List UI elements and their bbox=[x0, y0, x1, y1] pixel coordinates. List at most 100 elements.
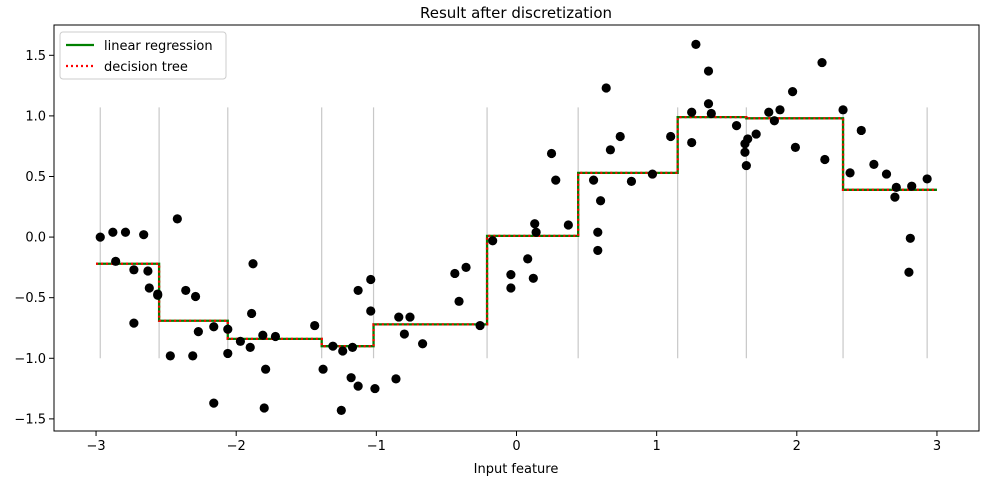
data-point-47 bbox=[454, 296, 464, 306]
data-point-76 bbox=[731, 120, 742, 131]
data-point-18 bbox=[209, 322, 219, 332]
data-point-79 bbox=[741, 160, 751, 171]
data-point-63 bbox=[595, 196, 606, 206]
data-point-98 bbox=[907, 181, 917, 191]
data-point-22 bbox=[245, 342, 255, 352]
decision-tree-line bbox=[96, 115, 937, 348]
data-point-71 bbox=[687, 107, 697, 117]
data-point-52 bbox=[506, 283, 516, 293]
data-point-54 bbox=[528, 273, 538, 283]
data-point-3 bbox=[120, 227, 131, 237]
data-point-68 bbox=[647, 169, 658, 179]
data-point-72 bbox=[691, 39, 701, 49]
data-point-73 bbox=[703, 99, 714, 109]
y-tick-label-6: 1.5 bbox=[25, 49, 46, 64]
y-tick-label-5: 1.0 bbox=[25, 109, 46, 124]
data-point-81 bbox=[751, 129, 761, 139]
data-point-2 bbox=[111, 256, 121, 266]
data-point-69 bbox=[666, 131, 676, 142]
data-point-28 bbox=[270, 331, 281, 342]
data-point-61 bbox=[593, 227, 603, 237]
data-point-42 bbox=[394, 312, 404, 322]
y-axis: −1.5 −1.0 −0.5 0.0 0.5 1.0 1.5 bbox=[14, 49, 54, 427]
x-axis: −3 −2 −1 0 1 2 3 bbox=[86, 431, 941, 454]
data-point-33 bbox=[338, 346, 348, 356]
data-point-15 bbox=[190, 291, 201, 302]
legend-linear-regression-label: linear regression bbox=[104, 39, 213, 54]
data-point-37 bbox=[353, 381, 363, 391]
data-point-56 bbox=[531, 227, 541, 237]
data-point-50 bbox=[488, 236, 498, 246]
data-point-70 bbox=[687, 137, 697, 148]
data-point-46 bbox=[450, 268, 460, 279]
data-point-4 bbox=[129, 265, 139, 275]
data-point-99 bbox=[922, 174, 932, 184]
legend: linear regression decision tree bbox=[59, 31, 227, 80]
data-point-19 bbox=[223, 324, 233, 334]
y-tick-label-2: −0.5 bbox=[14, 291, 46, 306]
legend-box bbox=[59, 31, 227, 80]
data-point-27 bbox=[261, 364, 271, 374]
data-point-41 bbox=[391, 374, 401, 384]
data-point-95 bbox=[891, 182, 901, 192]
data-point-84 bbox=[775, 105, 785, 115]
data-point-30 bbox=[318, 364, 328, 374]
data-point-10 bbox=[153, 290, 163, 300]
data-point-40 bbox=[370, 383, 380, 394]
data-point-23 bbox=[247, 308, 257, 319]
x-tick-label-0: −3 bbox=[86, 439, 105, 454]
data-point-80 bbox=[743, 134, 753, 144]
data-point-20 bbox=[223, 348, 233, 359]
data-point-66 bbox=[615, 131, 625, 142]
data-point-57 bbox=[546, 148, 557, 159]
data-point-94 bbox=[890, 192, 900, 202]
data-point-51 bbox=[506, 270, 516, 280]
data-point-91 bbox=[856, 125, 866, 136]
data-point-38 bbox=[366, 306, 376, 316]
data-point-1 bbox=[108, 227, 118, 237]
x-tick-label-3: 0 bbox=[512, 439, 520, 454]
y-tick-label-4: 0.5 bbox=[25, 170, 46, 185]
data-point-17 bbox=[209, 398, 219, 408]
data-point-5 bbox=[129, 318, 139, 328]
data-point-55 bbox=[530, 219, 540, 229]
data-point-35 bbox=[347, 342, 358, 352]
data-point-39 bbox=[366, 274, 376, 285]
data-point-88 bbox=[820, 154, 830, 165]
data-point-45 bbox=[417, 339, 428, 349]
data-point-90 bbox=[845, 168, 855, 178]
data-point-14 bbox=[188, 351, 198, 361]
data-point-62 bbox=[593, 245, 603, 256]
y-tick-label-3: 0.0 bbox=[25, 231, 46, 246]
data-point-12 bbox=[172, 214, 182, 224]
data-point-64 bbox=[601, 83, 611, 93]
x-tick-label-4: 1 bbox=[653, 439, 661, 454]
data-point-34 bbox=[346, 373, 356, 383]
data-point-21 bbox=[235, 336, 246, 346]
data-point-36 bbox=[353, 285, 363, 296]
data-point-8 bbox=[144, 283, 154, 293]
data-point-60 bbox=[588, 175, 599, 185]
data-point-48 bbox=[461, 262, 471, 272]
data-point-97 bbox=[905, 233, 915, 243]
data-point-77 bbox=[740, 147, 750, 157]
x-tick-label-6: 3 bbox=[933, 439, 941, 454]
data-point-25 bbox=[258, 330, 268, 340]
data-point-87 bbox=[817, 57, 827, 68]
data-point-26 bbox=[259, 403, 269, 413]
data-point-59 bbox=[563, 220, 573, 230]
data-point-65 bbox=[605, 145, 616, 155]
data-point-32 bbox=[336, 405, 346, 415]
data-point-29 bbox=[310, 320, 320, 331]
data-point-31 bbox=[328, 341, 338, 351]
data-point-96 bbox=[904, 267, 914, 277]
data-point-0 bbox=[95, 232, 105, 242]
data-point-58 bbox=[551, 175, 561, 185]
data-point-49 bbox=[475, 320, 485, 331]
x-axis-label: Input feature bbox=[474, 462, 559, 477]
data-point-93 bbox=[881, 169, 892, 179]
data-point-44 bbox=[405, 312, 415, 322]
y-tick-label-0: −1.5 bbox=[14, 412, 46, 427]
data-point-53 bbox=[523, 254, 533, 264]
